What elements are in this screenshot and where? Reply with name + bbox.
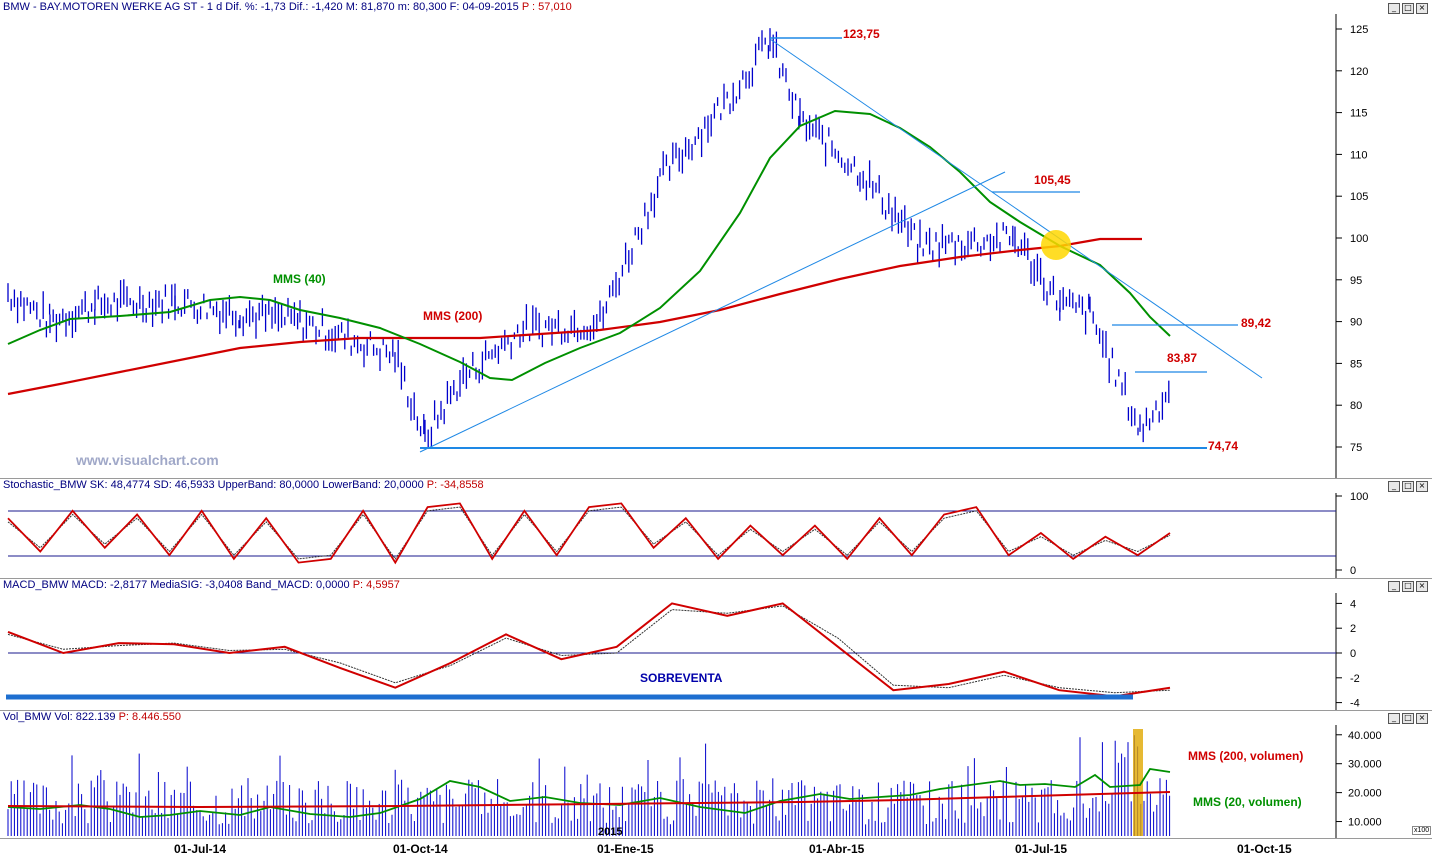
- volume-header-p: P: 8.446.550: [118, 711, 181, 723]
- volume-tick-label: 20.000: [1348, 788, 1382, 800]
- price-bars: [7, 28, 1170, 449]
- price-tick-label: 115: [1350, 108, 1368, 120]
- volume-highlight: [1133, 729, 1143, 836]
- separator: [0, 838, 1432, 839]
- macd-line: [7, 602, 1171, 698]
- separator: [0, 578, 1432, 579]
- price-tick-label: 85: [1350, 358, 1362, 370]
- separator: [0, 710, 1432, 711]
- close-button[interactable]: ×: [1416, 581, 1428, 592]
- macd-pane: MACD_BMW MACD: -2,8177 MediaSIG: -3,0408…: [0, 579, 1432, 710]
- minimize-button[interactable]: _: [1388, 713, 1400, 724]
- separator: [0, 478, 1432, 479]
- volume-chart: 40.000 30.000 20.000 10.000 MMS (200, volum…: [7, 725, 1382, 838]
- price-window-buttons: _ □ ×: [1388, 3, 1428, 14]
- stochastic-header-text: Stochastic_BMW SK: 48,4774 SD: 46,5933 U…: [3, 479, 424, 491]
- vol-ma200-label: MMS (200, volumen): [1188, 749, 1303, 763]
- x-tick: 01-Abr-15: [809, 842, 865, 856]
- macd-chart: 4 2 0 -2 -4 SOBREVENTA: [6, 593, 1360, 710]
- minimize-button[interactable]: _: [1388, 3, 1400, 14]
- maximize-button[interactable]: □: [1402, 713, 1414, 724]
- uptrend-line: [419, 171, 1006, 453]
- macd-y-axis: 4 2 0 -2 -4: [1336, 598, 1360, 710]
- price-tick-label: 80: [1350, 400, 1362, 412]
- oversold-label: SOBREVENTA: [640, 671, 723, 685]
- price-tick-label: 95: [1350, 275, 1362, 287]
- macd-tick-label: 4: [1350, 598, 1356, 610]
- watermark: www.visualchart.com: [76, 452, 219, 468]
- macd-tick-label: 0: [1350, 648, 1356, 660]
- level-label-105: 105,45: [1034, 173, 1071, 187]
- close-button[interactable]: ×: [1416, 3, 1428, 14]
- x-tick: 01-Jul-15: [1015, 842, 1068, 856]
- year-label: 2015: [598, 826, 622, 838]
- stochastic-header: Stochastic_BMW SK: 48,4774 SD: 46,5933 U…: [3, 479, 484, 491]
- volume-tick-label: 40.000: [1348, 730, 1382, 742]
- x-tick: 01-Jul-14: [174, 842, 227, 856]
- close-button[interactable]: ×: [1416, 713, 1428, 724]
- stoch-tick-0: 0: [1350, 565, 1356, 577]
- maximize-button[interactable]: □: [1402, 3, 1414, 14]
- x-tick: 01-Ene-15: [597, 842, 654, 856]
- close-button[interactable]: ×: [1416, 481, 1428, 492]
- macd-window-buttons: _ □ ×: [1388, 581, 1428, 592]
- level-label-83: 83,87: [1167, 351, 1197, 365]
- price-header: BMW - BAY.MOTOREN WERKE AG ST - 1 d Dif.…: [3, 1, 572, 13]
- ma200-line: [7, 237, 1142, 396]
- macd-tick-label: -4: [1350, 698, 1360, 710]
- ma40-label: MMS (40): [273, 272, 326, 286]
- level-label-74: 74,74: [1208, 439, 1238, 453]
- price-chart: 125 120 115 110 105 100 95 90 85 80 75 123,75 105,…: [7, 14, 1368, 478]
- macd-header: MACD_BMW MACD: -2,8177 MediaSIG: -3,0408…: [3, 579, 400, 591]
- macd-header-text: MACD_BMW MACD: -2,8177 MediaSIG: -3,0408…: [3, 579, 350, 591]
- stochastic-header-p: P: -34,8558: [426, 479, 484, 491]
- maximize-button[interactable]: □: [1402, 481, 1414, 492]
- stochastic-chart: 100 0: [7, 491, 1368, 578]
- price-header-text: BMW - BAY.MOTOREN WERKE AG ST - 1 d Dif.…: [3, 1, 519, 13]
- x-tick: 01-Oct-14: [393, 842, 448, 856]
- price-tick-label: 125: [1350, 24, 1368, 36]
- vol-ma200-line: [7, 791, 1171, 809]
- volume-bars: [7, 735, 1171, 836]
- stoch-tick-100: 100: [1350, 491, 1368, 503]
- volume-tick-label: 10.000: [1348, 817, 1382, 829]
- minimize-button[interactable]: _: [1388, 581, 1400, 592]
- price-tick-label: 100: [1350, 233, 1368, 245]
- stochastic-pane: Stochastic_BMW SK: 48,4774 SD: 46,5933 U…: [0, 479, 1432, 578]
- maximize-button[interactable]: □: [1402, 581, 1414, 592]
- price-tick-label: 90: [1350, 317, 1362, 329]
- crossover-highlight: [1041, 230, 1071, 260]
- macd-tick-label: 2: [1350, 623, 1356, 635]
- price-tick-label: 110: [1350, 149, 1368, 161]
- macd-header-p: P: 4,5957: [352, 579, 400, 591]
- price-header-p: P : 57,010: [521, 1, 572, 13]
- price-pane: BMW - BAY.MOTOREN WERKE AG ST - 1 d Dif.…: [3, 1, 1428, 478]
- volume-y-axis: 40.000 30.000 20.000 10.000: [1336, 730, 1382, 829]
- stoch-sd-line: [7, 506, 1171, 560]
- stoch-sk-line: [7, 502, 1171, 565]
- downtrend-line: [769, 38, 1263, 379]
- volume-header: Vol_BMW Vol: 822.139 P: 8.446.550: [3, 711, 181, 723]
- x-tick: 01-Oct-15: [1237, 842, 1292, 856]
- level-label-123: 123,75: [843, 27, 880, 41]
- volume-unit: x100: [1412, 826, 1432, 835]
- ma40-line: [7, 109, 1171, 382]
- volume-window-buttons: _ □ ×: [1388, 713, 1428, 724]
- price-y-axis: 125 120 115 110 105 100 95 90 85 80 75: [1336, 24, 1368, 454]
- macd-signal-line: [7, 605, 1171, 694]
- vol-ma20-line: [7, 768, 1171, 818]
- x-axis: 01-Jul-14 01-Oct-14 01-Ene-15 01-Abr-15 …: [0, 838, 1432, 857]
- stochastic-window-buttons: _ □ ×: [1388, 481, 1428, 492]
- volume-tick-label: 30.000: [1348, 759, 1382, 771]
- volume-header-text: Vol_BMW Vol: 822.139: [3, 711, 116, 723]
- minimize-button[interactable]: _: [1388, 481, 1400, 492]
- price-tick-label: 120: [1350, 66, 1368, 78]
- level-label-89: 89,42: [1241, 316, 1271, 330]
- price-tick-label: 105: [1350, 191, 1368, 203]
- macd-tick-label: -2: [1350, 673, 1360, 685]
- price-tick-label: 75: [1350, 442, 1362, 454]
- ma200-label: MMS (200): [423, 309, 482, 323]
- volume-pane: Vol_BMW Vol: 822.139 P: 8.446.550 _ □ × …: [0, 711, 1432, 838]
- vol-ma20-label: MMS (20, volumen): [1193, 795, 1302, 809]
